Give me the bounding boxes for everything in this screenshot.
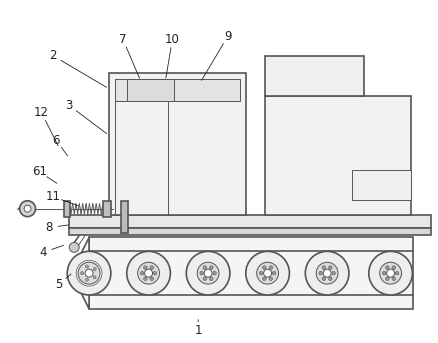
Bar [265,96,411,215]
Bar [69,227,431,236]
Bar [127,79,174,100]
Circle shape [385,266,389,269]
Circle shape [332,271,336,275]
Circle shape [259,271,263,275]
Circle shape [85,269,93,277]
Circle shape [144,266,147,269]
Text: 1: 1 [194,324,202,337]
Circle shape [323,269,331,277]
Circle shape [140,271,144,275]
Circle shape [263,266,266,269]
Circle shape [144,277,147,281]
Circle shape [269,266,272,269]
Bar [89,237,413,309]
Circle shape [85,265,88,268]
Circle shape [145,269,152,277]
Circle shape [213,271,216,275]
Circle shape [246,251,290,295]
Bar [109,73,246,215]
Text: 6: 6 [53,134,60,147]
Circle shape [150,266,154,269]
Circle shape [328,277,332,281]
Circle shape [264,269,272,277]
Text: 5: 5 [56,277,63,291]
Circle shape [316,262,338,284]
Circle shape [305,251,349,295]
Circle shape [20,201,35,217]
Circle shape [78,262,100,284]
Bar [265,56,364,96]
Circle shape [93,276,96,279]
Circle shape [67,251,111,295]
Circle shape [24,205,31,212]
Circle shape [69,243,79,252]
Bar [121,201,128,234]
Text: 8: 8 [46,221,53,234]
Circle shape [200,271,203,275]
Circle shape [385,277,389,281]
Text: 11: 11 [46,190,61,203]
Circle shape [392,277,396,281]
Polygon shape [71,237,89,309]
Circle shape [395,271,399,275]
Circle shape [392,266,396,269]
Circle shape [209,277,213,281]
Circle shape [269,277,272,281]
Text: 61: 61 [32,165,47,178]
Text: 4: 4 [40,246,47,259]
Circle shape [322,277,326,281]
Text: 12: 12 [34,106,49,119]
Text: 7: 7 [119,33,127,46]
Bar [115,79,240,100]
Circle shape [204,269,212,277]
Bar [352,170,411,200]
Circle shape [263,277,266,281]
Circle shape [127,251,170,295]
Circle shape [322,266,326,269]
Circle shape [387,269,395,277]
Text: 10: 10 [165,33,180,46]
Text: 2: 2 [49,49,57,62]
Circle shape [382,271,386,275]
Circle shape [186,251,230,295]
Circle shape [209,266,213,269]
Text: 3: 3 [66,99,73,112]
Circle shape [319,271,322,275]
Circle shape [369,251,413,295]
Circle shape [81,272,84,275]
Circle shape [203,266,207,269]
Circle shape [380,262,402,284]
Circle shape [203,277,207,281]
Bar [103,201,111,217]
Circle shape [93,268,96,271]
Circle shape [197,262,219,284]
Text: 9: 9 [224,29,232,43]
Circle shape [328,266,332,269]
Circle shape [272,271,276,275]
Circle shape [138,262,159,284]
Circle shape [150,277,154,281]
Circle shape [153,271,157,275]
Circle shape [257,262,279,284]
Circle shape [85,278,88,281]
Bar [69,215,431,227]
Bar [64,201,70,217]
